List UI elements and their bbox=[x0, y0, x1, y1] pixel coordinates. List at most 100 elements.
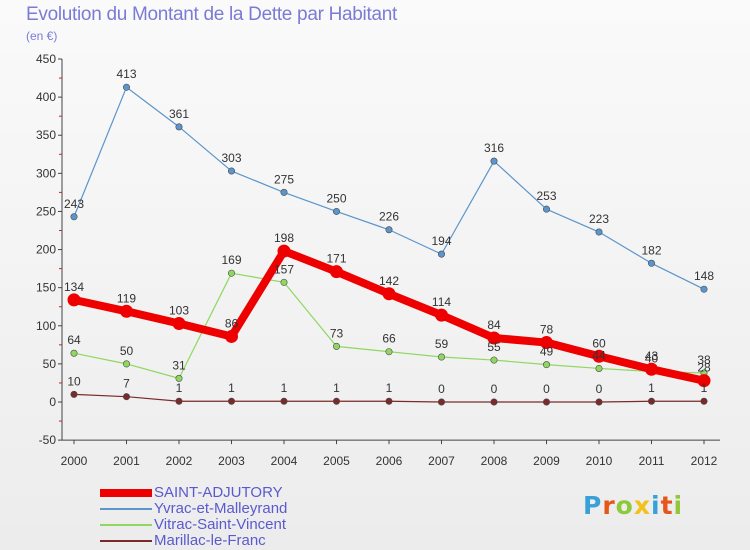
data-point-marillac-le-franc bbox=[542, 398, 550, 406]
data-point-marillac-le-franc bbox=[385, 397, 393, 405]
data-point-saint-adjutory bbox=[225, 329, 238, 343]
data-label-marillac-le-franc: 0 bbox=[596, 382, 603, 396]
y-tick-label: 350 bbox=[36, 128, 56, 142]
data-point-yvrac-et-malleyrand bbox=[123, 83, 131, 91]
data-label-marillac-le-franc: 0 bbox=[491, 382, 498, 396]
legend-item-marillac-le-franc: Marillac-le-Franc bbox=[100, 533, 287, 549]
data-label-vitrac-saint-vincent: 169 bbox=[221, 253, 241, 267]
data-label-yvrac-et-malleyrand: 148 bbox=[694, 269, 714, 283]
data-label-marillac-le-franc: 1 bbox=[333, 381, 340, 395]
data-point-yvrac-et-malleyrand bbox=[542, 205, 550, 213]
y-tick-label: 450 bbox=[36, 52, 56, 66]
data-point-saint-adjutory bbox=[645, 362, 658, 376]
data-point-vitrac-saint-vincent bbox=[280, 278, 288, 286]
x-tick-label: 2012 bbox=[691, 454, 718, 468]
y-tick-label: 0 bbox=[49, 395, 56, 409]
data-point-marillac-le-franc bbox=[175, 397, 183, 405]
data-point-vitrac-saint-vincent bbox=[490, 356, 498, 364]
data-label-saint-adjutory: 114 bbox=[432, 295, 451, 309]
data-point-saint-adjutory bbox=[382, 287, 396, 301]
chart-legend: SAINT-ADJUTORY Yvrac-et-Malleyrand Vitrac-… bbox=[100, 485, 287, 549]
x-tick-label: 2004 bbox=[271, 454, 298, 468]
data-label-vitrac-saint-vincent: 38 bbox=[697, 353, 711, 367]
data-label-vitrac-saint-vincent: 73 bbox=[330, 326, 344, 340]
data-point-yvrac-et-malleyrand bbox=[647, 259, 655, 267]
data-point-marillac-le-franc bbox=[70, 390, 78, 398]
data-label-vitrac-saint-vincent: 44 bbox=[592, 348, 606, 362]
data-point-yvrac-et-malleyrand bbox=[332, 207, 340, 215]
x-tick-label: 2007 bbox=[428, 454, 455, 468]
data-label-saint-adjutory: 134 bbox=[64, 280, 84, 294]
data-point-marillac-le-franc bbox=[280, 397, 288, 405]
data-label-marillac-le-franc: 1 bbox=[648, 381, 655, 395]
data-point-saint-adjutory bbox=[592, 349, 606, 363]
data-label-yvrac-et-malleyrand: 223 bbox=[589, 212, 609, 226]
data-label-saint-adjutory: 103 bbox=[169, 303, 189, 317]
data-label-vitrac-saint-vincent: 31 bbox=[172, 358, 186, 372]
data-point-vitrac-saint-vincent bbox=[228, 269, 236, 277]
data-label-vitrac-saint-vincent: 64 bbox=[67, 333, 81, 347]
legend-item-vitrac-saint-vincent: Vitrac-Saint-Vincent bbox=[100, 517, 287, 533]
data-point-yvrac-et-malleyrand bbox=[385, 226, 393, 234]
y-tick-label: 50 bbox=[43, 357, 57, 371]
data-label-vitrac-saint-vincent: 66 bbox=[382, 332, 396, 346]
data-label-vitrac-saint-vincent: 49 bbox=[540, 345, 554, 359]
data-point-marillac-le-franc bbox=[332, 397, 340, 405]
legend-swatch bbox=[100, 489, 152, 497]
x-tick-label: 2011 bbox=[639, 454, 665, 468]
y-tick-label: -50 bbox=[39, 433, 57, 447]
data-point-marillac-le-franc bbox=[228, 397, 236, 405]
x-tick-label: 2003 bbox=[218, 454, 245, 468]
data-label-marillac-le-franc: 7 bbox=[123, 377, 130, 391]
data-label-vitrac-saint-vincent: 55 bbox=[487, 340, 501, 354]
data-point-saint-adjutory bbox=[487, 331, 501, 345]
data-label-saint-adjutory: 43 bbox=[645, 349, 659, 363]
data-point-vitrac-saint-vincent bbox=[123, 360, 131, 368]
data-label-saint-adjutory: 171 bbox=[326, 252, 346, 266]
data-point-vitrac-saint-vincent bbox=[595, 364, 603, 372]
data-point-yvrac-et-malleyrand bbox=[700, 285, 708, 293]
data-point-yvrac-et-malleyrand bbox=[490, 157, 498, 165]
data-label-saint-adjutory: 86 bbox=[225, 316, 239, 330]
data-point-vitrac-saint-vincent bbox=[175, 374, 183, 382]
legend-item-yvrac-et-malleyrand: Yvrac-et-Malleyrand bbox=[100, 501, 287, 517]
x-tick-label: 2000 bbox=[61, 454, 88, 468]
y-tick-label: 150 bbox=[36, 281, 56, 295]
data-point-saint-adjutory bbox=[540, 336, 553, 350]
legend-label: Marillac-le-Franc bbox=[154, 532, 266, 549]
data-point-vitrac-saint-vincent bbox=[542, 361, 550, 369]
data-label-marillac-le-franc: 0 bbox=[438, 382, 445, 396]
data-point-vitrac-saint-vincent bbox=[332, 342, 340, 350]
data-point-vitrac-saint-vincent bbox=[385, 348, 393, 356]
data-label-saint-adjutory: 142 bbox=[379, 274, 399, 288]
data-label-saint-adjutory: 84 bbox=[487, 318, 501, 332]
data-label-vitrac-saint-vincent: 40 bbox=[645, 352, 659, 366]
data-point-vitrac-saint-vincent bbox=[437, 353, 445, 361]
data-point-saint-adjutory bbox=[120, 304, 133, 318]
legend-label: SAINT-ADJUTORY bbox=[154, 484, 283, 501]
legend-swatch bbox=[100, 524, 152, 526]
data-point-yvrac-et-malleyrand bbox=[228, 167, 236, 175]
data-label-vitrac-saint-vincent: 157 bbox=[274, 262, 294, 276]
data-label-vitrac-saint-vincent: 59 bbox=[435, 337, 449, 351]
y-tick-label: 200 bbox=[36, 243, 56, 257]
data-label-yvrac-et-malleyrand: 316 bbox=[484, 141, 504, 155]
x-tick-label: 2008 bbox=[481, 454, 508, 468]
data-point-vitrac-saint-vincent bbox=[70, 349, 78, 357]
data-label-marillac-le-franc: 1 bbox=[281, 381, 288, 395]
data-label-yvrac-et-malleyrand: 194 bbox=[431, 234, 451, 248]
x-tick-label: 2005 bbox=[323, 454, 350, 468]
chart-title: Evolution du Montant de la Dette par Hab… bbox=[26, 4, 397, 25]
data-label-yvrac-et-malleyrand: 303 bbox=[221, 151, 241, 165]
data-point-marillac-le-franc bbox=[437, 398, 445, 406]
legend-item-saint-adjutory: SAINT-ADJUTORY bbox=[100, 485, 287, 501]
data-label-marillac-le-franc: 1 bbox=[701, 381, 708, 395]
data-point-yvrac-et-malleyrand bbox=[280, 188, 288, 196]
data-point-marillac-le-franc bbox=[490, 398, 498, 406]
data-point-yvrac-et-malleyrand bbox=[175, 123, 183, 131]
data-label-saint-adjutory: 60 bbox=[592, 336, 606, 350]
data-label-marillac-le-franc: 1 bbox=[386, 381, 393, 395]
data-point-marillac-le-franc bbox=[647, 397, 655, 405]
